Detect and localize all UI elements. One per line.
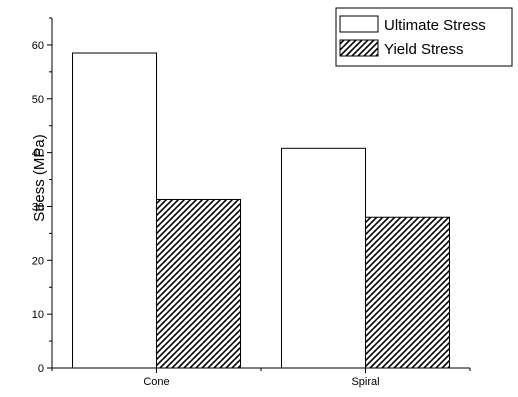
y-tick-label: 40 [32, 148, 44, 160]
legend: Ultimate Stress Yield Stress [335, 7, 513, 67]
y-tick-label: 60 [32, 40, 44, 52]
bar-ultimate-stress-spiral [281, 147, 366, 369]
y-axis-title: Stress (MPa) [31, 134, 48, 222]
y-tick-label: 0 [38, 363, 44, 375]
x-tick-label-cone: Cone [143, 376, 169, 388]
x-tick-label-spiral: Spiral [351, 376, 379, 388]
y-tick-label: 50 [32, 94, 44, 106]
bar-yield-stress-cone [156, 198, 241, 369]
y-tick-label: 20 [32, 255, 44, 267]
legend-label-yield-stress: Yield Stress [384, 41, 463, 58]
bar-yield-stress-spiral [365, 216, 450, 369]
y-tick-label: 10 [32, 309, 44, 321]
legend-swatch-ultimate-stress [339, 15, 379, 33]
x-axis: Cone Spiral [51, 367, 471, 388]
bars-group [72, 52, 450, 369]
legend-swatch-yield-stress [339, 39, 379, 57]
legend-label-ultimate-stress: Ultimate Stress [384, 17, 486, 34]
y-axis: 0 10 20 30 40 50 60 [32, 17, 53, 375]
bar-ultimate-stress-cone [72, 52, 157, 369]
y-tick-label: 30 [32, 201, 44, 213]
